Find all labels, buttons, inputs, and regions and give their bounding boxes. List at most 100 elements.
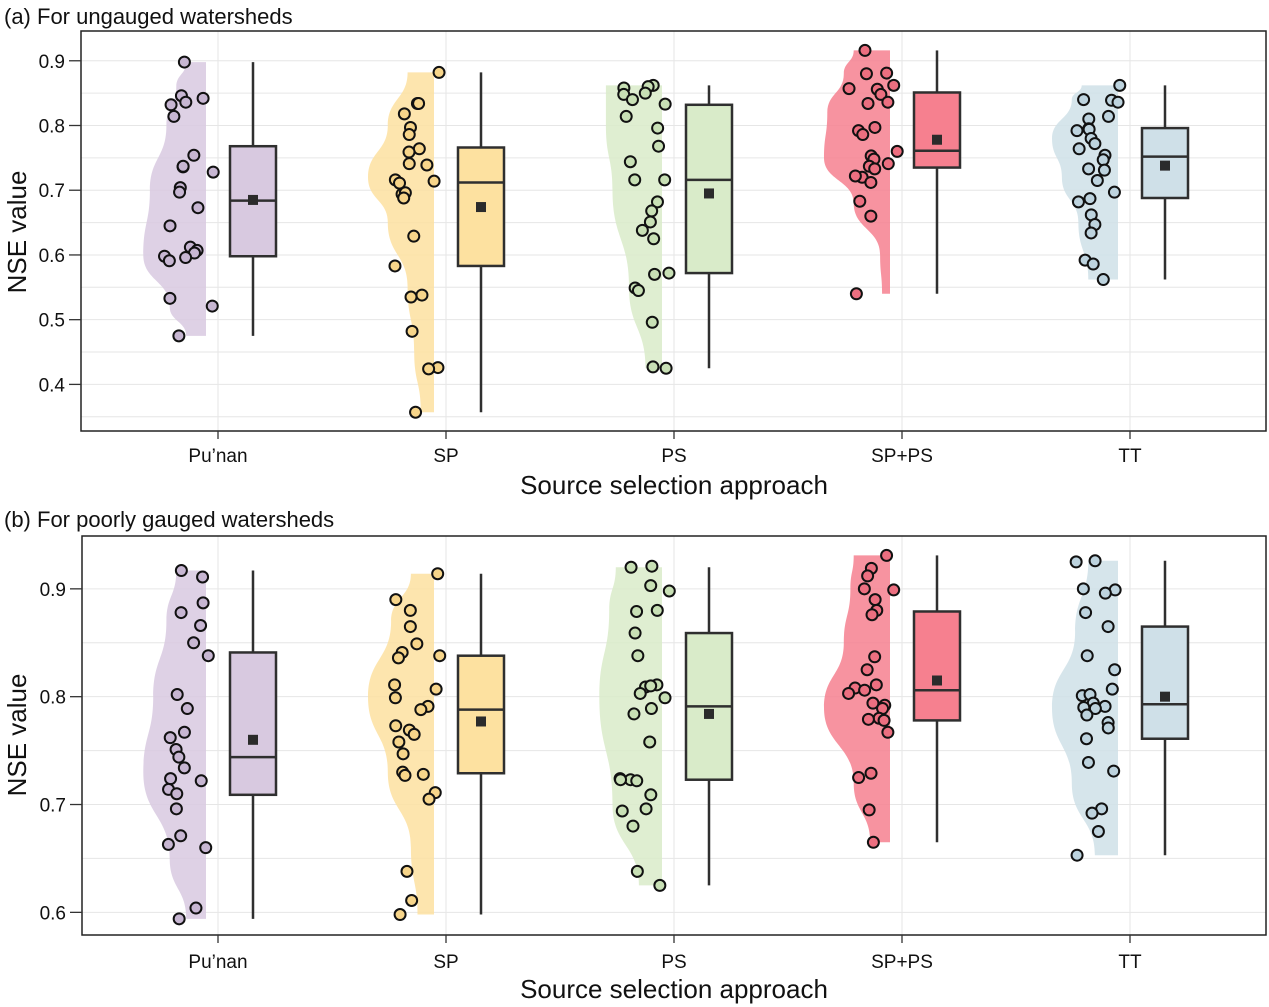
panel-a-title: (a) For ungauged watersheds [4, 4, 293, 29]
data-point [1077, 93, 1091, 107]
density-cloud [1052, 85, 1118, 280]
data-point [199, 841, 213, 855]
group-tt [1052, 554, 1190, 862]
data-point [391, 651, 405, 665]
group-sp+ps [824, 548, 962, 849]
data-point [1088, 554, 1102, 568]
data-point [614, 773, 628, 787]
data-point [396, 747, 410, 761]
data-point [856, 128, 870, 142]
data-point [187, 148, 201, 162]
data-point [631, 284, 645, 298]
data-point [403, 603, 417, 617]
data-point [172, 750, 186, 764]
data-point [415, 288, 429, 302]
data-point [174, 564, 188, 578]
data-point [849, 287, 863, 301]
data-point [650, 603, 664, 617]
mean-marker [476, 716, 486, 727]
mean-marker [476, 202, 486, 213]
x-tick-label: TT [1118, 446, 1142, 467]
data-point [866, 835, 880, 849]
mean-marker [704, 188, 714, 199]
data-point [1088, 702, 1102, 716]
data-point [887, 78, 901, 92]
data-point [635, 223, 649, 237]
data-point [1101, 620, 1115, 634]
data-point [205, 299, 219, 313]
mean-marker [932, 134, 942, 145]
data-point [393, 908, 407, 922]
data-point [848, 169, 862, 183]
y-tick-label: 0.5 [39, 311, 65, 332]
data-point [1107, 764, 1121, 778]
data-point [881, 725, 895, 739]
data-point [861, 96, 875, 110]
panel-a-x-axis-title: Source selection approach [520, 470, 828, 500]
mean-marker [248, 194, 258, 205]
data-point [170, 787, 184, 801]
data-point [1083, 192, 1097, 206]
data-point [644, 579, 658, 593]
box-iqr [912, 610, 962, 722]
y-tick-label: 0.8 [39, 116, 65, 137]
box-iqr [1140, 625, 1190, 740]
data-point [388, 259, 402, 273]
data-point [1070, 124, 1084, 138]
data-point [410, 637, 424, 651]
data-point [1097, 163, 1111, 177]
data-point [662, 584, 676, 598]
data-point [414, 703, 428, 717]
data-point [627, 707, 641, 721]
data-point [1101, 721, 1115, 735]
data-point [392, 735, 406, 749]
data-point [630, 604, 644, 618]
data-point [432, 65, 446, 79]
data-point [864, 175, 878, 189]
data-point [881, 157, 895, 171]
y-tick-label: 0.9 [40, 580, 66, 601]
density-cloud [599, 567, 662, 886]
data-point [404, 290, 418, 304]
data-point [398, 768, 412, 782]
data-point [405, 893, 419, 907]
data-point [868, 650, 882, 664]
panel-b-y-axis-title: NSE value [2, 674, 32, 797]
data-point [862, 803, 876, 817]
x-tick-label: Pu’nan [188, 952, 247, 973]
data-point [658, 97, 672, 111]
data-point [174, 829, 188, 843]
data-point [1098, 586, 1112, 600]
data-point [1079, 606, 1093, 620]
data-point [864, 766, 878, 780]
y-tick-label: 0.6 [39, 246, 65, 267]
data-point [633, 686, 647, 700]
data-point [658, 691, 672, 705]
data-point [162, 254, 176, 268]
y-tick-label: 0.6 [40, 903, 66, 924]
data-point [658, 173, 672, 187]
x-tick-label: PS [661, 446, 686, 467]
data-point [645, 559, 659, 573]
data-point [864, 209, 878, 223]
data-point [866, 696, 880, 710]
density-cloud [368, 72, 434, 413]
data-point [196, 570, 210, 584]
data-point [163, 291, 177, 305]
data-point [389, 719, 403, 733]
x-tick-label: SP [433, 952, 458, 973]
mean-marker [1160, 160, 1170, 171]
data-point [388, 678, 402, 692]
data-point [402, 128, 416, 142]
data-point [402, 145, 416, 159]
data-point [638, 86, 652, 100]
data-point [859, 67, 873, 81]
data-point [429, 682, 443, 696]
data-point [164, 772, 178, 786]
data-point [177, 761, 191, 775]
data-point [1105, 682, 1119, 696]
data-point [659, 361, 673, 375]
data-point [416, 767, 430, 781]
y-tick-label: 0.4 [39, 375, 66, 396]
data-point [1096, 153, 1110, 167]
